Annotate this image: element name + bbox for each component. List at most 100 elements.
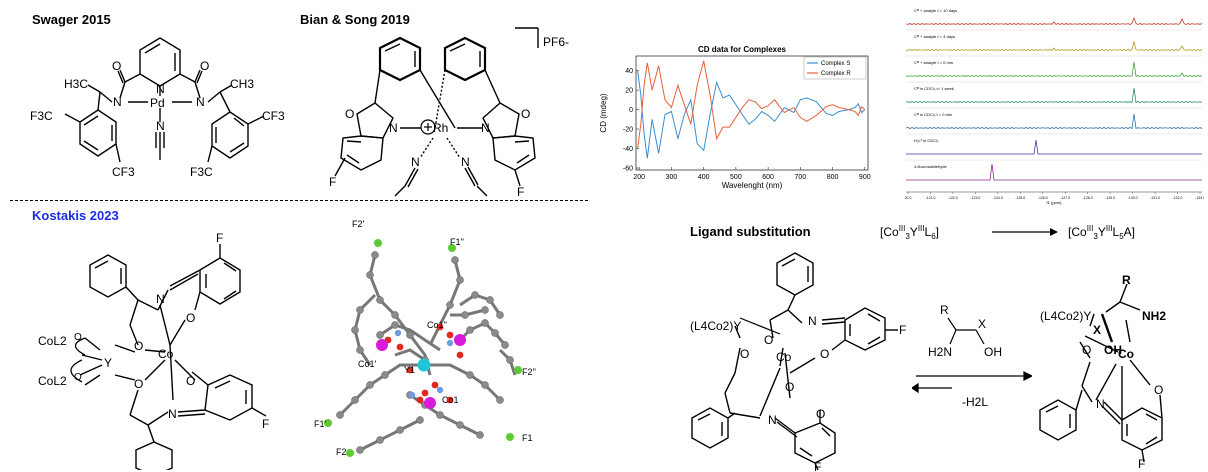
crystal-atom-carbon <box>466 326 474 334</box>
cd-xtick-label: 900 <box>859 174 871 181</box>
bian-structure: PF6- Rh N N O O N N F F <box>329 27 569 199</box>
kostakis-col2-bottom: CoL2 <box>38 374 67 388</box>
reagent-h2n: H2N <box>928 345 952 359</box>
crystal-atom-oxygen <box>446 331 454 339</box>
left-o-1: O <box>764 333 773 347</box>
cd-xtick-label: 600 <box>762 174 774 181</box>
swager-f3c-bottom-right: F3C <box>190 165 213 179</box>
crystal-atom-carbon <box>446 301 454 309</box>
crystal-atom-carbon <box>351 396 359 404</box>
crystal-atom-fluorine <box>506 433 514 441</box>
crystal-atom-fluorine <box>448 244 456 252</box>
left-o-3: O <box>820 347 829 361</box>
bian-f-right: F <box>517 185 524 199</box>
nmr-axis-tick-label: -123.0 <box>970 196 980 200</box>
crystal-label-f2: F2 <box>336 447 347 457</box>
left-f-right: F <box>899 323 906 337</box>
swager-structure: N N N Pd N O O H3C CH3 F3C CF3 F3C CF3 <box>30 37 285 179</box>
crystal-label-f1pp: F1'' <box>450 237 464 247</box>
swager-n-right: N <box>196 95 205 109</box>
crystal-label-f1: F1 <box>522 433 533 443</box>
bian-o-left: O <box>345 107 354 121</box>
cd-chart: CD data for Complexes 200 300 400 500 600 700… <box>596 42 878 194</box>
crystal-label-y1: Y1 <box>404 365 415 375</box>
nmr-axis-tick-label: -129.0 <box>1105 196 1115 200</box>
swager-cf3-bottom-left: CF3 <box>112 165 135 179</box>
bian-header: Bian & Song 2019 <box>300 12 410 27</box>
crystal-atom-oxygen <box>396 343 404 351</box>
minus-h2l: -H2L <box>962 395 988 409</box>
swager-o-left: O <box>112 59 121 73</box>
legend-complex-r: Complex R <box>821 71 851 77</box>
crystal-atom-carbon <box>356 346 364 354</box>
bian-rh: Rh <box>433 121 448 135</box>
crystal-atom-carbon <box>471 291 479 299</box>
crystal-atom-cobalt <box>454 334 466 346</box>
crystal-atom-carbon <box>376 331 384 339</box>
nmr-trace <box>905 61 1203 78</box>
nmr-axis-tick-label: -130.0 <box>1128 196 1138 200</box>
crystal-atom-cobalt <box>376 339 388 351</box>
swager-n-nitrile: N <box>156 119 165 133</box>
nmr-trace <box>905 113 1203 130</box>
crystal-atom-fluorine <box>374 239 382 247</box>
right-x: X <box>1093 323 1101 337</box>
kostakis-header: Kostakis 2023 <box>32 208 119 223</box>
crystal-atom-carbon <box>356 446 364 454</box>
nmr-axis-tick-label: -124.0 <box>993 196 1003 200</box>
crystal-atom-carbon <box>491 329 499 337</box>
right-f: F <box>1138 457 1145 470</box>
bian-n-right: N <box>481 121 490 135</box>
nmr-axis-tick-label: -125.0 <box>1015 196 1025 200</box>
crystal-atom-fluorine <box>324 419 332 427</box>
bian-o-right: O <box>521 107 530 121</box>
cd-ytick-label: 40 <box>625 68 633 75</box>
crystal-label-co1pp: Co1'' <box>427 320 447 330</box>
cd-chart-title: CD data for Complexes <box>698 45 787 54</box>
left-f-bottom: F <box>814 460 821 472</box>
crystal-atom-nitrogen <box>408 391 416 399</box>
crystal-atom-carbon <box>376 296 384 304</box>
kostakis-o2: O <box>134 377 143 391</box>
reagent-x: X <box>978 317 986 331</box>
kostakis-f-right: F <box>262 417 269 431</box>
crystal-atom-carbon <box>496 396 504 404</box>
cd-xtick-label: 700 <box>794 174 806 181</box>
crystal-atom-carbon <box>456 276 464 284</box>
crystal-atom-carbon <box>481 306 489 314</box>
left-n-top: N <box>808 314 817 328</box>
crystal-atom-oxygen <box>456 351 464 359</box>
crystal-atom-oxygen <box>421 389 429 397</box>
left-n-bottom: N <box>768 413 777 427</box>
crystal-atom-carbon <box>356 306 364 314</box>
ligand-sub-header: Ligand substitution <box>690 224 811 239</box>
cd-ytick-label: -40 <box>623 146 633 153</box>
crystal-structure: F2' F1'' Co1'' Co1' Y1 F2'' F1' Co1 F2 F… <box>314 219 536 457</box>
bian-nc-right: N <box>461 155 470 169</box>
nmr-axis-tick-label: -127.0 <box>1060 196 1070 200</box>
right-o-1: O <box>1082 343 1091 357</box>
legend-complex-s: Complex S <box>821 61 850 67</box>
kostakis-o5: O <box>74 332 82 343</box>
swager-n-left: N <box>113 95 122 109</box>
ligand-sub-left-complex: (L4Co2)Y Co N N O O O O O F F <box>690 252 906 472</box>
right-r: R <box>1122 273 1131 287</box>
cd-chart-xlabel: Wavelenght (nm) <box>722 181 783 190</box>
cd-xtick-label: 500 <box>730 174 742 181</box>
nmr-trace-label: Cᴹ in CDCl₃ t= 1 week <box>914 86 954 91</box>
cd-ytick-label: 20 <box>625 88 633 95</box>
crystal-atom-nitrogen <box>394 329 402 337</box>
cd-xtick-label: 300 <box>666 174 678 181</box>
crystal-atom-carbon <box>366 271 374 279</box>
cd-series-complex-s <box>637 70 866 159</box>
swager-f3c-left: F3C <box>30 109 53 123</box>
kostakis-o6: O <box>74 372 82 383</box>
section-divider <box>10 200 588 201</box>
reagent-oh: OH <box>984 345 1002 359</box>
crystal-label-co1: Co1 <box>442 395 459 405</box>
swager-h3c: H3C <box>64 77 88 91</box>
nmr-trace <box>906 139 1202 155</box>
nmr-trace-label: Cᴹ in CDCl₃ t = 0 min <box>914 112 952 117</box>
cd-series-complex-r <box>637 60 866 149</box>
cd-ytick-label: -60 <box>623 166 633 173</box>
